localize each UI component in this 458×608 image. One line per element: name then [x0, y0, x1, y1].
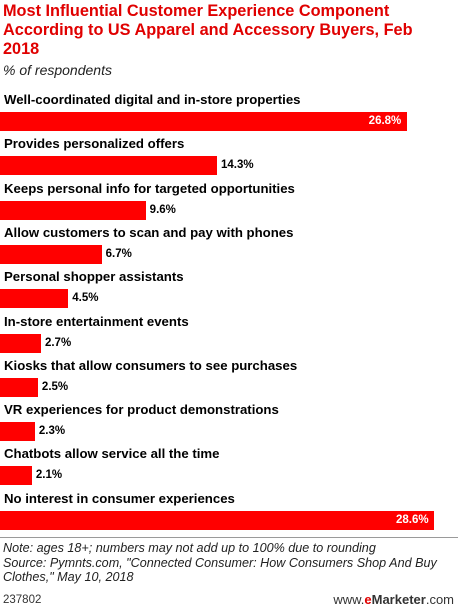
bar-chart: Well-coordinated digital and in-store pr…	[0, 88, 458, 532]
value-label: 9.6%	[149, 203, 176, 216]
brand-prefix: www.	[333, 592, 365, 607]
value-label: 14.3%	[221, 159, 254, 172]
bar	[0, 510, 434, 530]
emarketer-logo[interactable]: www.eMarketer.com	[333, 592, 454, 607]
category-label: Chatbots allow service all the time	[4, 446, 220, 462]
bar	[0, 112, 407, 131]
bar	[0, 333, 41, 353]
bar	[0, 244, 102, 264]
category-label: Personal shopper assistants	[4, 269, 184, 285]
chart-title: Most Influential Customer Experience Com…	[3, 2, 413, 58]
category-label: Allow customers to scan and pay with pho…	[4, 224, 294, 240]
category-label: Keeps personal info for targeted opportu…	[4, 180, 295, 196]
category-label: In-store entertainment events	[4, 313, 189, 329]
bar	[0, 466, 32, 486]
value-label: 2.5%	[41, 380, 69, 393]
brand-main: Marketer	[371, 592, 426, 607]
value-label: 6.7%	[105, 247, 132, 260]
bar	[0, 156, 217, 176]
brand-suffix: .com	[425, 592, 454, 607]
category-label: Kiosks that allow consumers to see purch…	[4, 357, 298, 373]
bar	[0, 422, 35, 442]
value-label: 2.1%	[35, 469, 63, 482]
value-label: 26.8%	[368, 115, 402, 127]
value-label: 4.5%	[72, 292, 99, 305]
bar	[0, 377, 38, 397]
category-label: No interest in consumer experiences	[4, 490, 235, 506]
category-label: Provides personalized offers	[4, 136, 185, 152]
footer-divider	[0, 537, 458, 538]
chart-id: 237802	[3, 594, 42, 606]
footnote: Note: ages 18+; numbers may not add up t…	[3, 541, 455, 585]
note-text: Note: ages 18+; numbers may not add up t…	[3, 541, 376, 555]
category-label: VR experiences for product demonstration…	[4, 402, 279, 418]
value-label: 28.6%	[396, 513, 429, 526]
value-label: 2.3%	[38, 425, 66, 438]
bar	[0, 289, 69, 309]
bar	[0, 200, 146, 220]
brand-e: e	[364, 592, 372, 607]
category-label: Well-coordinated digital and in-store pr…	[4, 92, 301, 107]
chart-subtitle: % of respondents	[3, 62, 112, 78]
source-text: Source: Pymnts.com, "Connected Consumer:…	[3, 555, 437, 585]
value-label: 2.7%	[44, 336, 72, 349]
